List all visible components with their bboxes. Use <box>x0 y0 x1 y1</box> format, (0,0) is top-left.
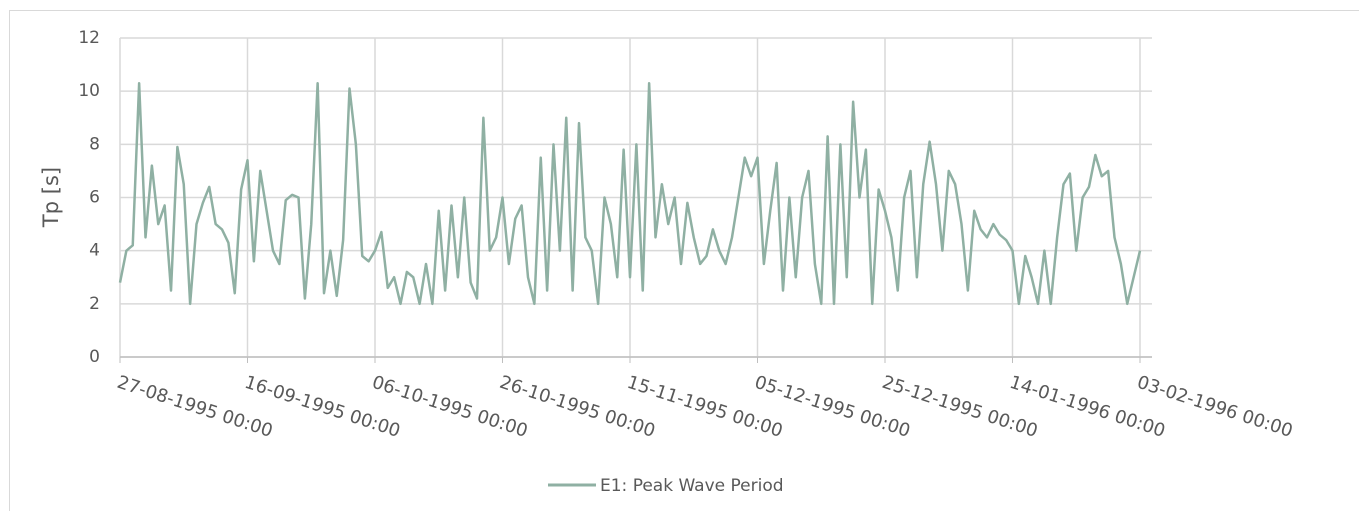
y-tick-label: 12 <box>78 28 100 48</box>
y-tick-label: 10 <box>78 81 100 101</box>
chart-border <box>9 10 1359 511</box>
y-tick-label: 4 <box>89 241 100 261</box>
legend-label: E1: Peak Wave Period <box>600 476 784 496</box>
y-axis-label: Tp [s] <box>39 167 63 228</box>
y-tick-label: 0 <box>89 347 100 367</box>
y-tick-label: 2 <box>89 294 100 314</box>
y-tick-label: 6 <box>89 188 100 208</box>
y-tick-label: 8 <box>89 134 100 154</box>
data-line <box>118 81 1142 306</box>
